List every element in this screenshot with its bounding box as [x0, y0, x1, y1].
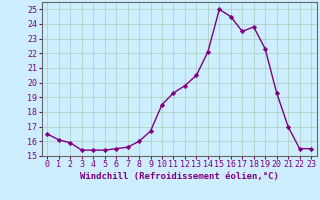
X-axis label: Windchill (Refroidissement éolien,°C): Windchill (Refroidissement éolien,°C) [80, 172, 279, 181]
